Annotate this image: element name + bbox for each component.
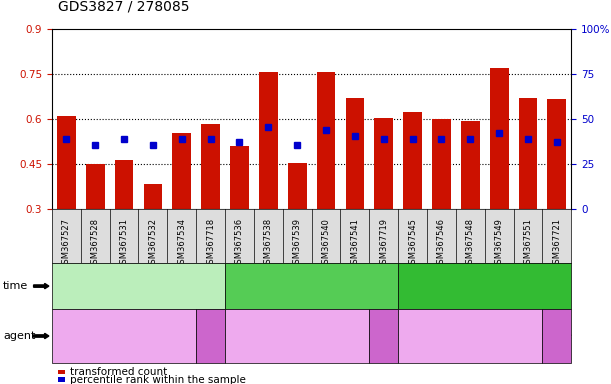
Bar (403, 111, 422, 209)
Bar (172, 132, 191, 209)
Bar (115, 160, 133, 209)
Bar (375, 118, 393, 209)
Bar (519, 98, 538, 209)
Text: GDS3827 / 278085: GDS3827 / 278085 (58, 0, 189, 13)
Text: 7 days post-SE: 7 days post-SE (270, 281, 353, 291)
Bar (490, 68, 508, 209)
Text: pilocarpine: pilocarpine (441, 331, 499, 341)
Bar (86, 164, 104, 209)
Bar (57, 116, 76, 209)
Bar (547, 99, 566, 209)
Bar (259, 73, 278, 209)
Bar (461, 121, 480, 209)
Bar (144, 184, 163, 209)
Text: pilocarpine: pilocarpine (95, 331, 153, 341)
Text: percentile rank within the sample: percentile rank within the sample (70, 375, 246, 384)
Text: agent: agent (3, 331, 35, 341)
Bar (288, 163, 307, 209)
Bar (316, 73, 335, 209)
Bar (432, 119, 451, 209)
Bar (201, 124, 220, 209)
Text: 3 days post-SE: 3 days post-SE (97, 281, 180, 291)
Text: time: time (3, 281, 28, 291)
Text: transformed count: transformed count (70, 367, 167, 377)
Bar (230, 146, 249, 209)
Text: immediate: immediate (455, 281, 515, 291)
Text: saline: saline (368, 331, 399, 341)
Text: saline: saline (541, 331, 573, 341)
Bar (345, 98, 364, 209)
Text: saline: saline (195, 331, 226, 341)
Text: pilocarpine: pilocarpine (268, 331, 326, 341)
